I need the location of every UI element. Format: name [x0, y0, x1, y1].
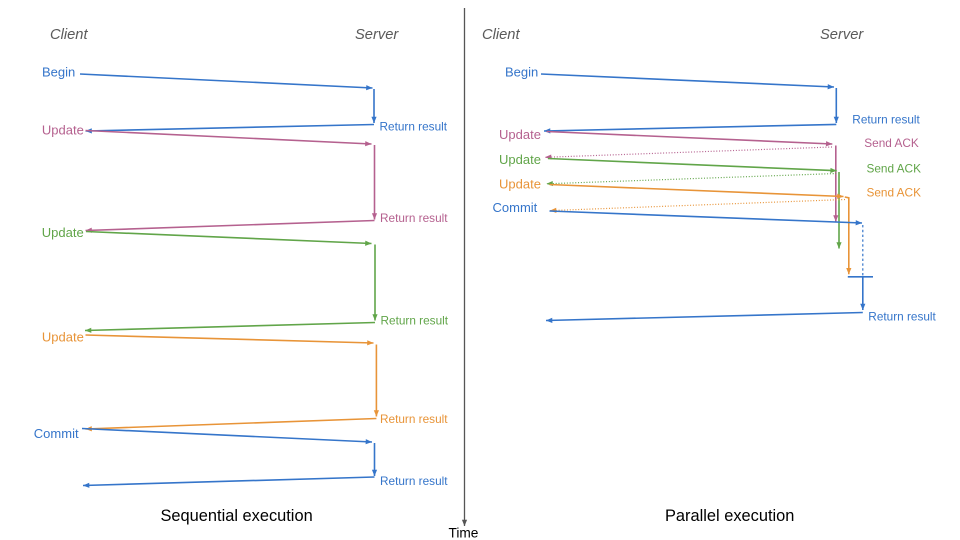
- svg-text:Parallel execution: Parallel execution: [665, 507, 794, 525]
- svg-text:Update: Update: [499, 152, 541, 167]
- svg-text:Begin: Begin: [505, 65, 538, 80]
- svg-text:Send ACK: Send ACK: [867, 186, 922, 200]
- svg-text:Time: Time: [449, 526, 479, 540]
- svg-text:Return result: Return result: [380, 412, 448, 426]
- svg-text:Update: Update: [499, 177, 541, 192]
- svg-text:Commit: Commit: [34, 426, 79, 441]
- svg-text:Update: Update: [499, 127, 541, 142]
- svg-text:Update: Update: [42, 225, 84, 240]
- svg-text:Send ACK: Send ACK: [867, 161, 922, 175]
- svg-text:Return result: Return result: [852, 113, 920, 127]
- svg-text:Return result: Return result: [381, 314, 449, 328]
- svg-text:Return result: Return result: [380, 474, 448, 488]
- svg-text:Client: Client: [50, 27, 88, 43]
- svg-text:Server: Server: [820, 27, 864, 43]
- svg-text:Commit: Commit: [493, 200, 538, 215]
- svg-text:Server: Server: [355, 27, 399, 43]
- svg-text:Sequential execution: Sequential execution: [161, 507, 313, 525]
- svg-text:Send ACK: Send ACK: [864, 136, 919, 150]
- svg-text:Return result: Return result: [380, 120, 448, 134]
- svg-text:Client: Client: [482, 27, 520, 43]
- svg-text:Update: Update: [42, 330, 84, 345]
- svg-text:Begin: Begin: [42, 65, 75, 80]
- svg-text:Return result: Return result: [380, 211, 448, 225]
- svg-text:Return result: Return result: [868, 310, 936, 324]
- svg-text:Update: Update: [42, 123, 84, 138]
